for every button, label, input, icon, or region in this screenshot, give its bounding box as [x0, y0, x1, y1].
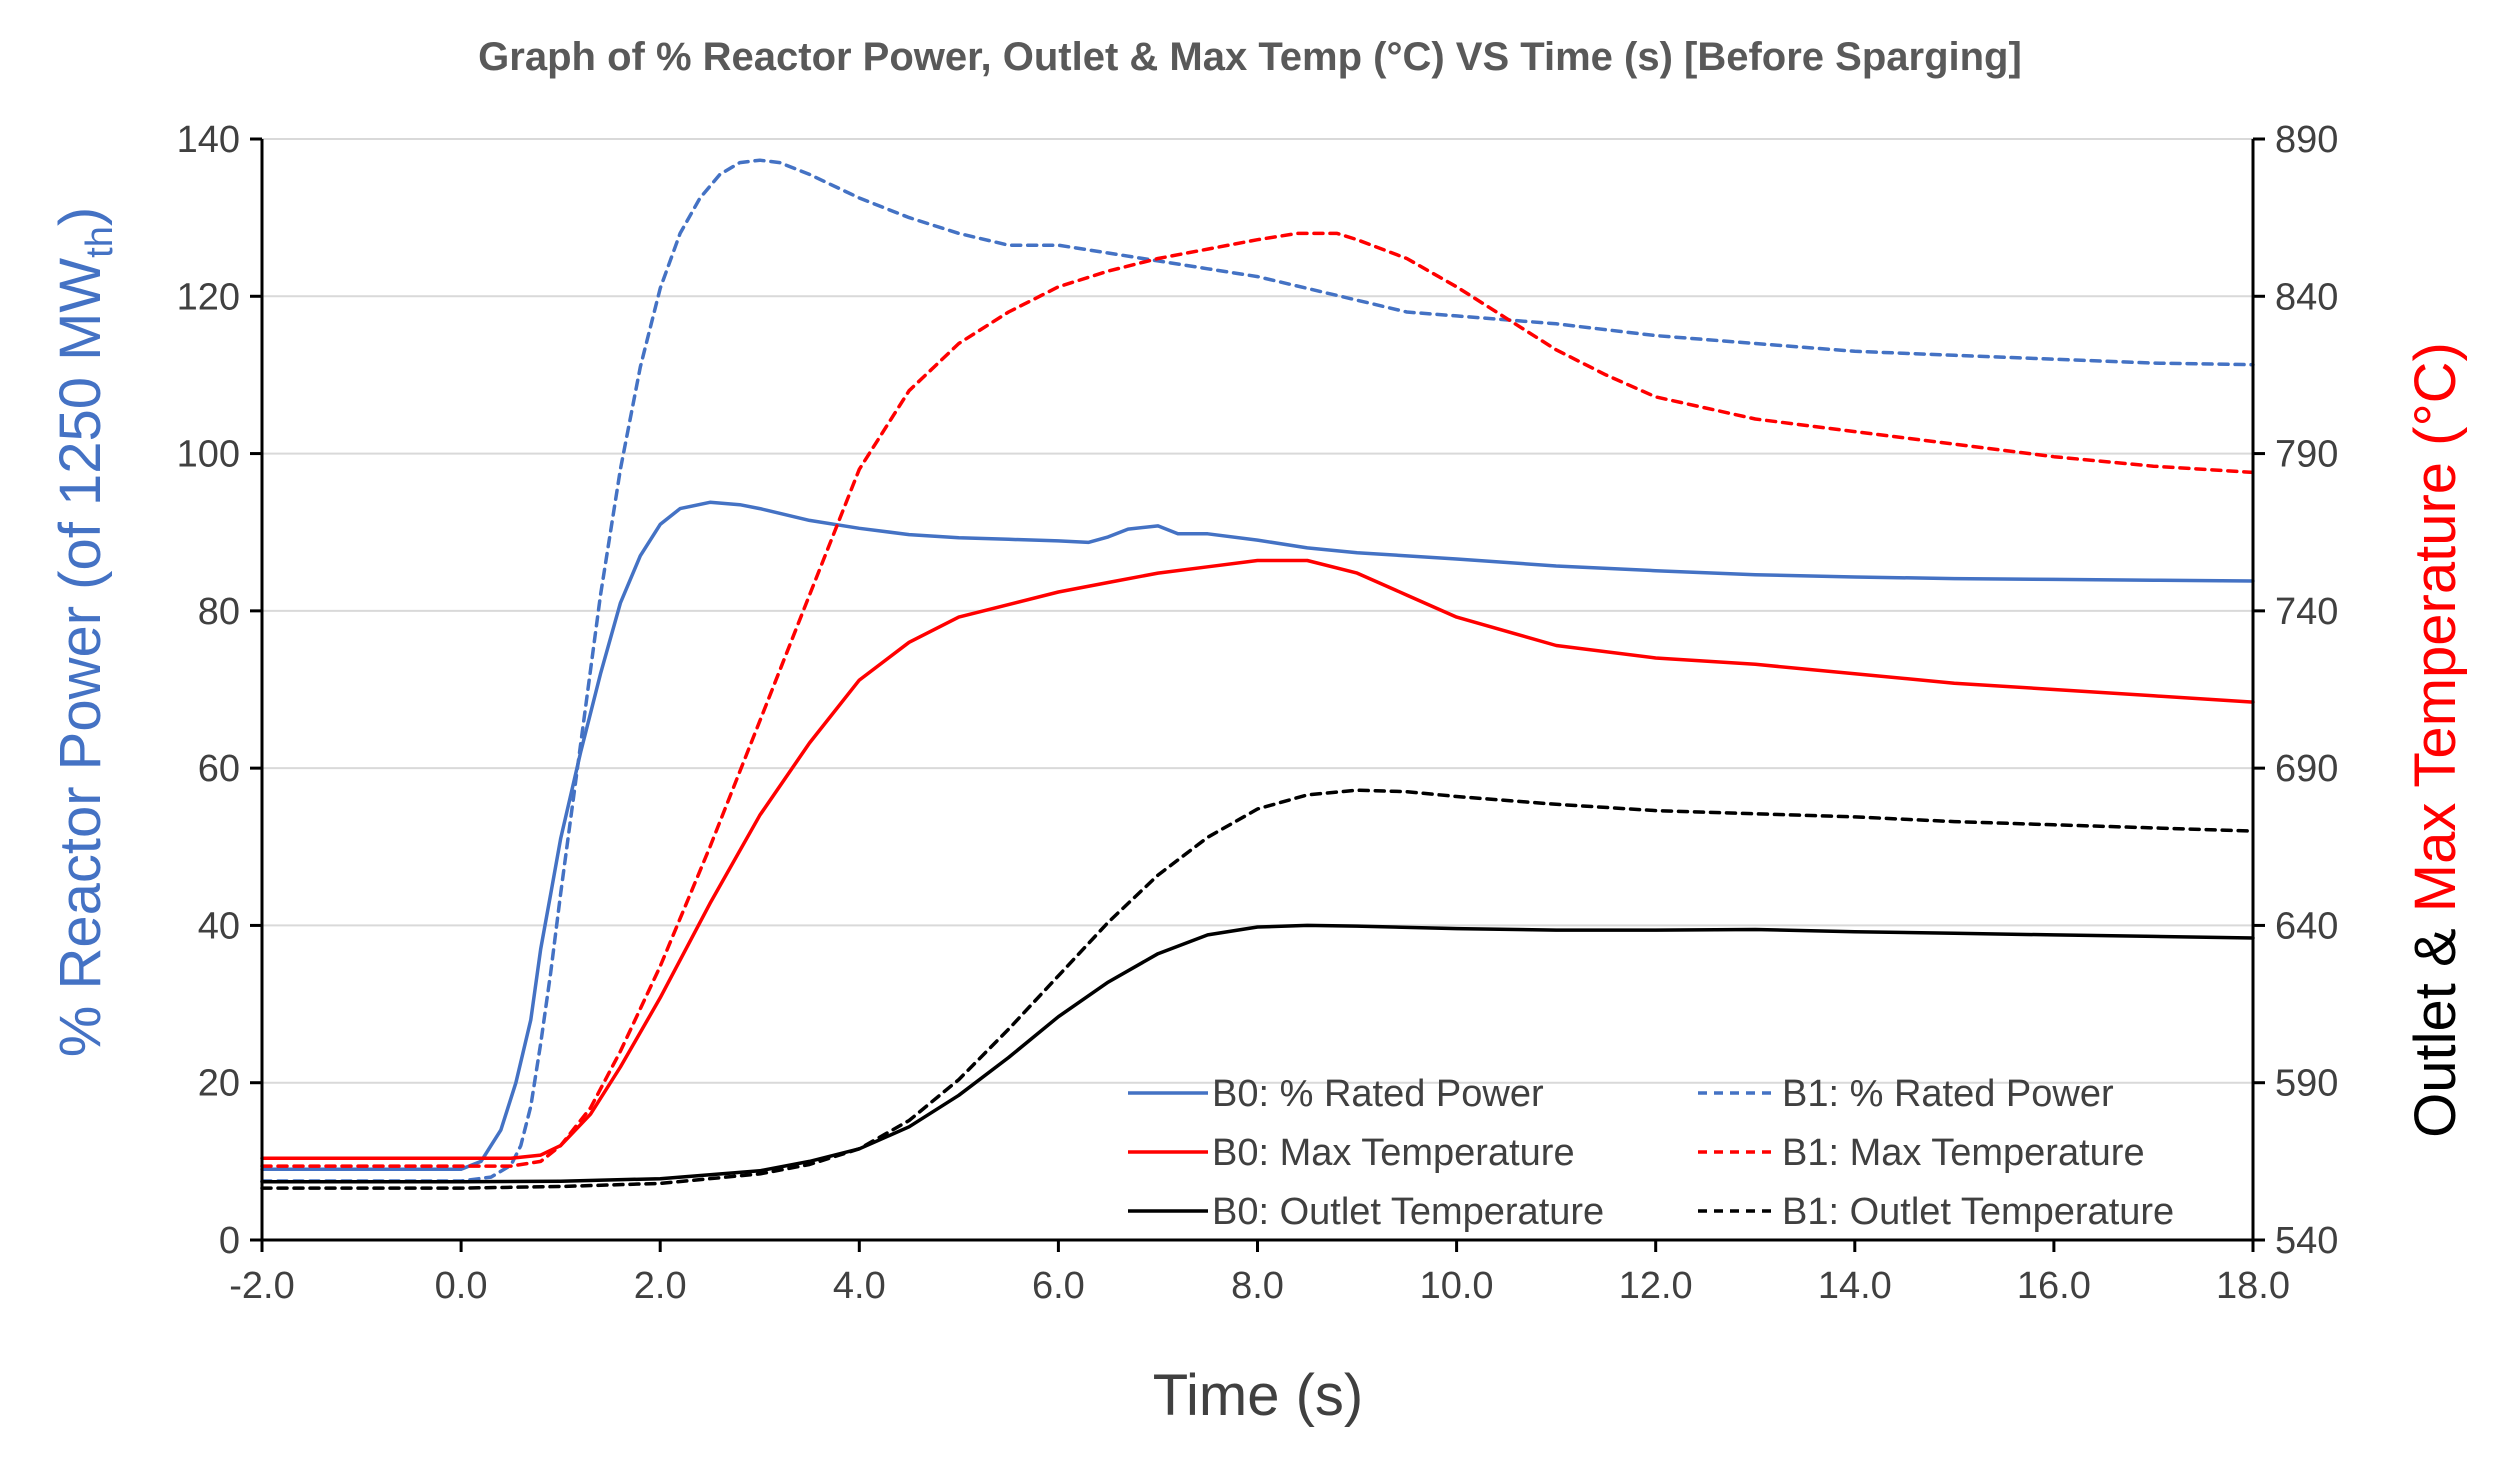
y-left-tick-label: 60: [198, 748, 240, 790]
y-left-tick-label: 120: [177, 276, 240, 318]
y-left-tick-label: 40: [198, 905, 240, 947]
y-axis-left-label-sub: th: [79, 226, 121, 258]
y-right-tick-label: 640: [2275, 905, 2338, 947]
x-tick-label: 18.0: [2216, 1265, 2290, 1307]
legend-entry: B1: Outlet Temperature: [1782, 1191, 2174, 1233]
x-tick-label: 4.0: [833, 1265, 886, 1307]
y-right-tick-label: 590: [2275, 1063, 2338, 1105]
x-tick-label: 8.0: [1231, 1265, 1284, 1307]
y-right-tick-label: 540: [2275, 1220, 2338, 1262]
y-axis-right-label-highlight: Max Temperature (°C): [2403, 342, 2468, 912]
y-left-tick-label: 20: [198, 1063, 240, 1105]
x-tick-label: 16.0: [2017, 1265, 2091, 1307]
y-axis-right-label: Outlet & Max Temperature (°C): [2403, 342, 2468, 1138]
x-tick-label: 0.0: [435, 1265, 488, 1307]
series-line-b1-outlet-temperature: [260, 788, 2255, 1190]
x-tick-label: 2.0: [634, 1265, 687, 1307]
x-tick-label: 6.0: [1032, 1265, 1085, 1307]
x-tick-label: 12.0: [1619, 1265, 1693, 1307]
y-axis-left-label: % Reactor Power (of 1250 MWth): [48, 207, 121, 1057]
legend: B0: % Rated Power B1: % Rated Power B0: Ma…: [1128, 1073, 2174, 1233]
x-tick-label: 10.0: [1420, 1265, 1494, 1307]
y-axis-left-label-end: ): [48, 207, 113, 226]
legend-entry: B0: Max Temperature: [1212, 1132, 1575, 1174]
series-layer: [260, 158, 2255, 1190]
y-right-tick-label: 790: [2275, 434, 2338, 476]
series-line-b0-max-temperature: [260, 558, 2255, 1160]
ticks-layer: -2.0 0.0 2.0 4.0 6.0 8.0 10.0 12.0 14.0 16.0 18.0 0…: [177, 119, 2339, 1307]
legend-entry: B1: % Rated Power: [1782, 1073, 2114, 1115]
y-left-tick-label: 0: [219, 1220, 240, 1262]
grid-layer: [262, 138, 2253, 1084]
y-left-tick-label: 140: [177, 119, 240, 161]
legend-entry: B1: Max Temperature: [1782, 1132, 2145, 1174]
x-tick-label: -2.0: [229, 1265, 294, 1307]
y-left-tick-label: 80: [198, 591, 240, 633]
y-right-tick-label: 740: [2275, 591, 2338, 633]
legend-entry: B0: Outlet Temperature: [1212, 1191, 1604, 1233]
y-right-tick-label: 890: [2275, 119, 2338, 161]
y-right-tick-label: 840: [2275, 276, 2338, 318]
legend-entry: B0: % Rated Power: [1212, 1073, 1544, 1115]
series-line-b0-rated-power: [260, 500, 2255, 1171]
series-line-b1-max-temperature: [260, 231, 2255, 1168]
y-axis-left-label-main: % Reactor Power (of 1250 MW: [48, 258, 113, 1058]
y-left-tick-label: 100: [177, 434, 240, 476]
y-right-tick-label: 690: [2275, 748, 2338, 790]
y-axis-right-label-main: Outlet &: [2403, 912, 2468, 1138]
chart-title: Graph of % Reactor Power, Outlet & Max T…: [478, 35, 2022, 79]
x-axis-label: Time (s): [1153, 1363, 1363, 1428]
x-tick-label: 14.0: [1818, 1265, 1892, 1307]
series-line-b0-outlet-temperature: [260, 923, 2255, 1184]
series-line-b1-rated-power: [260, 158, 2255, 1183]
